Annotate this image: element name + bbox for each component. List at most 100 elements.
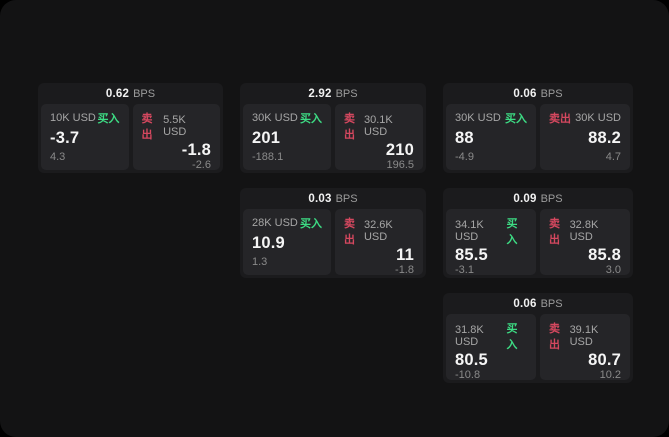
quote-card-4: 0.03 BPS 28K USD 买入 10.9 1.3 卖出 32.6K US… bbox=[240, 188, 426, 278]
buy-panel[interactable]: 30K USD 买入 88 -4.9 bbox=[446, 104, 536, 170]
card-header: 0.06 BPS bbox=[446, 83, 630, 104]
card-header: 0.09 BPS bbox=[446, 188, 630, 209]
buy-panel[interactable]: 28K USD 买入 10.9 1.3 bbox=[243, 209, 331, 275]
sell-delta: 4.7 bbox=[605, 151, 621, 163]
buy-delta: -4.9 bbox=[455, 151, 474, 163]
sell-side-label: 卖出 bbox=[344, 218, 355, 246]
buy-amount: 30K USD bbox=[252, 112, 298, 124]
buy-amount: 28K USD bbox=[252, 217, 298, 229]
card-header: 2.92 BPS bbox=[243, 83, 423, 104]
bps-unit-label: BPS bbox=[540, 297, 563, 310]
buy-amount: 34.1K USD bbox=[455, 219, 484, 243]
buy-delta: -10.8 bbox=[455, 368, 481, 381]
quote-card-3: 0.06 BPS 30K USD 买入 88 -4.9 卖出 30K USD bbox=[443, 83, 633, 173]
sell-panel[interactable]: 卖出 39.1K USD 80.7 10.2 bbox=[540, 314, 630, 381]
bps-unit-label: BPS bbox=[133, 87, 156, 100]
sell-side-label: 卖出 bbox=[549, 323, 560, 351]
card-header: 0.03 BPS bbox=[243, 188, 423, 209]
sell-side-label: 卖出 bbox=[549, 218, 560, 246]
sell-delta: 196.5 bbox=[386, 158, 414, 171]
sell-amount: 5.5K USD bbox=[163, 114, 187, 138]
sell-price: 210 bbox=[385, 141, 414, 159]
card-body: 10K USD 买入 -3.7 4.3 卖出 5.5K USD -1.8 -2.… bbox=[41, 104, 220, 171]
buy-side-label: 买入 bbox=[300, 218, 322, 230]
sell-price: -1.8 bbox=[181, 141, 211, 159]
buy-amount: 30K USD bbox=[455, 112, 501, 124]
quote-card-1: 0.62 BPS 10K USD 买入 -3.7 4.3 卖出 5.5K USD bbox=[38, 83, 223, 173]
buy-panel-top: 30K USD 买入 bbox=[252, 110, 322, 126]
sell-side-label: 卖出 bbox=[344, 113, 355, 141]
card-body: 28K USD 买入 10.9 1.3 卖出 32.6K USD 11 -1.8 bbox=[243, 209, 423, 276]
buy-delta: -188.1 bbox=[252, 151, 284, 163]
card-body: 34.1K USD 买入 85.5 -3.1 卖出 32.8K USD 85.8… bbox=[446, 209, 630, 276]
sell-side-label: 卖出 bbox=[141, 113, 153, 141]
sell-price: 11 bbox=[396, 246, 414, 264]
buy-price: 10.9 bbox=[252, 234, 285, 253]
sell-panel[interactable]: 卖出 5.5K USD -1.8 -2.6 bbox=[132, 104, 220, 171]
buy-panel[interactable]: 10K USD 买入 -3.7 4.3 bbox=[41, 104, 129, 170]
sell-panel-top: 卖出 30K USD bbox=[549, 110, 621, 126]
sell-price: 80.7 bbox=[588, 351, 621, 369]
sell-panel-top: 卖出 5.5K USD bbox=[142, 110, 212, 142]
sell-delta: 10.2 bbox=[599, 368, 621, 381]
bps-value: 0.06 bbox=[513, 87, 537, 100]
bps-value: 0.62 bbox=[105, 87, 130, 100]
card-body: 30K USD 买入 88 -4.9 卖出 30K USD 88.2 4.7 bbox=[446, 104, 630, 170]
quote-card-grid: 0.62 BPS 10K USD 买入 -3.7 4.3 卖出 5.5K USD bbox=[38, 83, 633, 383]
sell-panel[interactable]: 卖出 30.1K USD 210 196.5 bbox=[335, 104, 423, 171]
sell-delta: -1.8 bbox=[395, 263, 414, 276]
buy-side-label: 买入 bbox=[505, 113, 527, 125]
quote-card-5: 0.09 BPS 34.1K USD 买入 85.5 -3.1 卖出 32.8K… bbox=[443, 188, 633, 278]
buy-panel[interactable]: 30K USD 买入 201 -188.1 bbox=[243, 104, 331, 170]
bps-value: 0.06 bbox=[513, 297, 537, 310]
bps-value: 2.92 bbox=[308, 87, 332, 100]
sell-amount: 30K USD bbox=[575, 112, 621, 124]
buy-panel-top: 30K USD 买入 bbox=[455, 110, 527, 126]
buy-side-label: 买入 bbox=[506, 323, 518, 351]
buy-side-label: 买入 bbox=[300, 113, 322, 125]
buy-panel-top: 34.1K USD 买入 bbox=[455, 215, 527, 247]
bps-unit-label: BPS bbox=[335, 192, 358, 205]
buy-price: 88 bbox=[455, 129, 474, 148]
buy-price: 201 bbox=[252, 129, 281, 148]
sell-panel[interactable]: 卖出 32.8K USD 85.8 3.0 bbox=[540, 209, 630, 276]
sell-panel-top: 卖出 39.1K USD bbox=[549, 320, 621, 352]
sell-amount: 30.1K USD bbox=[363, 114, 393, 138]
buy-panel-top: 31.8K USD 买入 bbox=[455, 320, 527, 352]
sell-panel-top: 卖出 32.6K USD bbox=[344, 215, 414, 247]
bps-value: 0.03 bbox=[308, 192, 332, 205]
buy-panel-top: 28K USD 买入 bbox=[252, 215, 322, 231]
buy-price: -3.7 bbox=[50, 129, 80, 148]
buy-delta: 4.3 bbox=[50, 151, 66, 163]
sell-amount: 32.6K USD bbox=[363, 219, 393, 243]
sell-delta: -2.6 bbox=[192, 158, 211, 171]
quote-card-2: 2.92 BPS 30K USD 买入 201 -188.1 卖出 30.1K … bbox=[240, 83, 426, 173]
buy-panel-top: 10K USD 买入 bbox=[50, 110, 120, 126]
sell-amount: 32.8K USD bbox=[569, 219, 599, 243]
sell-delta: 3.0 bbox=[605, 263, 621, 276]
bps-unit-label: BPS bbox=[335, 87, 358, 100]
buy-delta: -3.1 bbox=[455, 263, 474, 276]
card-header: 0.06 BPS bbox=[446, 293, 630, 314]
sell-price: 85.8 bbox=[588, 246, 621, 264]
sell-panel[interactable]: 卖出 30K USD 88.2 4.7 bbox=[540, 104, 630, 170]
buy-amount: 31.8K USD bbox=[455, 324, 484, 348]
sell-price: 88.2 bbox=[588, 129, 621, 148]
buy-price: 85.5 bbox=[455, 246, 488, 264]
bps-unit-label: BPS bbox=[540, 192, 563, 205]
bps-unit-label: BPS bbox=[540, 87, 563, 100]
buy-panel[interactable]: 34.1K USD 买入 85.5 -3.1 bbox=[446, 209, 536, 276]
buy-price: 80.5 bbox=[455, 351, 488, 369]
buy-side-label: 买入 bbox=[506, 218, 518, 246]
buy-panel[interactable]: 31.8K USD 买入 80.5 -10.8 bbox=[446, 314, 536, 381]
card-body: 31.8K USD 买入 80.5 -10.8 卖出 39.1K USD 80.… bbox=[446, 314, 630, 381]
sell-panel-top: 卖出 30.1K USD bbox=[344, 110, 414, 142]
buy-side-label: 买入 bbox=[97, 113, 120, 125]
sell-panel-top: 卖出 32.8K USD bbox=[549, 215, 621, 247]
sell-panel[interactable]: 卖出 32.6K USD 11 -1.8 bbox=[335, 209, 423, 276]
bps-value: 0.09 bbox=[513, 192, 537, 205]
buy-delta: 1.3 bbox=[252, 256, 268, 268]
card-header: 0.62 BPS bbox=[41, 83, 220, 104]
quote-card-6: 0.06 BPS 31.8K USD 买入 80.5 -10.8 卖出 39.1… bbox=[443, 293, 633, 383]
